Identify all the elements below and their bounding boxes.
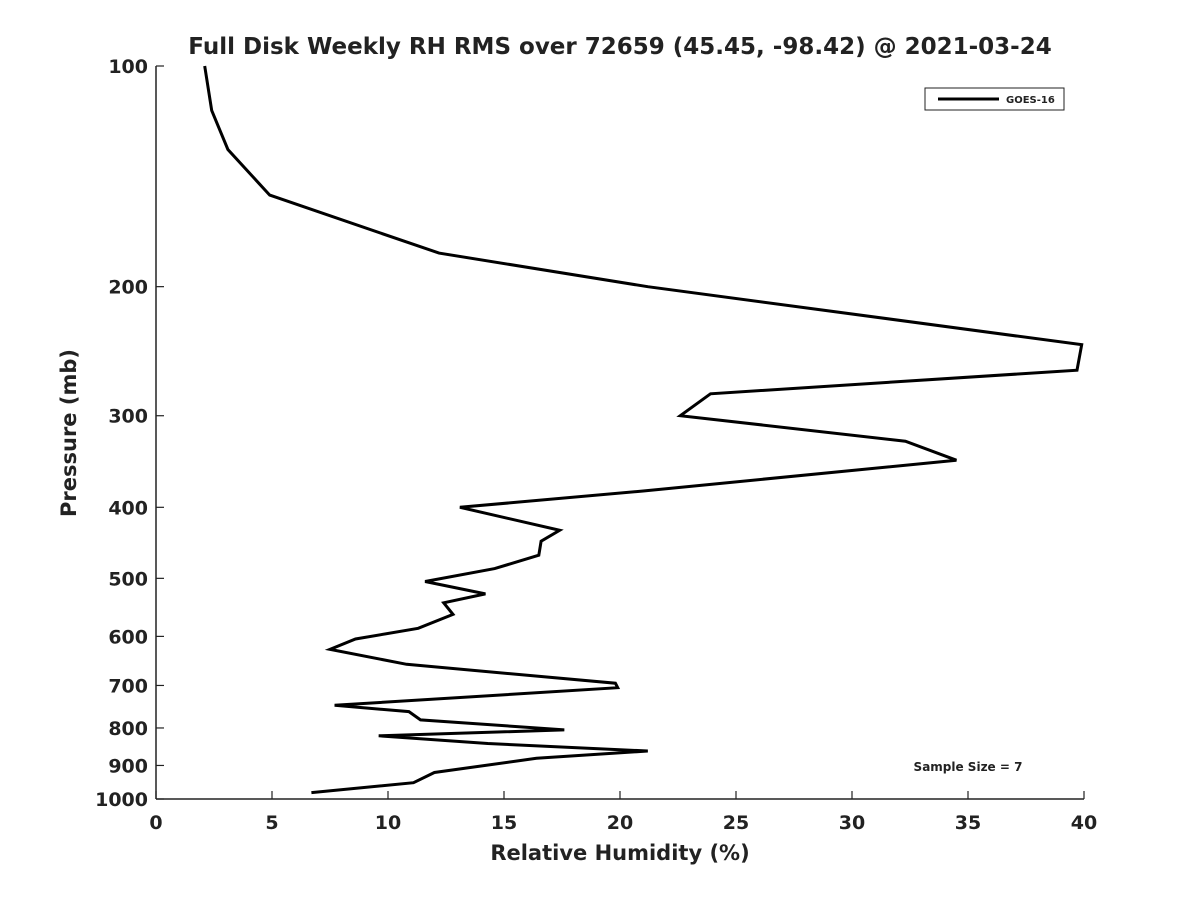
x-axis-label: Relative Humidity (%) <box>490 841 749 865</box>
x-tick-label: 10 <box>375 812 401 834</box>
x-tick-label: 15 <box>491 812 517 834</box>
y-axis-label: Pressure (mb) <box>57 349 81 517</box>
legend: GOES-16 <box>924 87 1065 111</box>
y-tick-label: 800 <box>108 718 148 740</box>
y-tick-label: 200 <box>108 277 148 299</box>
y-tick-label: 300 <box>108 406 148 428</box>
legend-entry-goes-16: GOES-16 <box>1006 95 1055 106</box>
y-tick-label: 700 <box>108 675 148 697</box>
y-tick-label: 100 <box>108 56 148 78</box>
x-tick-label: 0 <box>149 812 162 834</box>
y-tick-label: 900 <box>108 755 148 777</box>
y-axis-ticks: 100 200 300 400 500 600 700 800 900 1000 <box>95 56 164 811</box>
x-axis-ticks: 0 5 10 15 20 25 30 35 40 <box>149 791 1097 834</box>
plot-area: 0 5 10 15 20 25 30 35 40 100 200 300 400 500 600 700 80… <box>95 56 1097 834</box>
y-tick-label: 500 <box>108 568 148 590</box>
sample-size-annotation: Sample Size = 7 <box>914 760 1023 774</box>
chart-title: Full Disk Weekly RH RMS over 72659 (45.4… <box>188 34 1051 60</box>
y-tick-label: 1000 <box>95 789 148 811</box>
x-tick-label: 35 <box>955 812 981 834</box>
x-tick-label: 25 <box>723 812 749 834</box>
x-tick-label: 5 <box>265 812 278 834</box>
y-tick-label: 400 <box>108 497 148 519</box>
x-tick-label: 20 <box>607 812 633 834</box>
series-line-goes-16 <box>203 65 1084 795</box>
series-layer <box>203 65 1084 795</box>
x-tick-label: 30 <box>839 812 865 834</box>
y-tick-label: 600 <box>108 626 148 648</box>
x-tick-label: 40 <box>1071 812 1097 834</box>
